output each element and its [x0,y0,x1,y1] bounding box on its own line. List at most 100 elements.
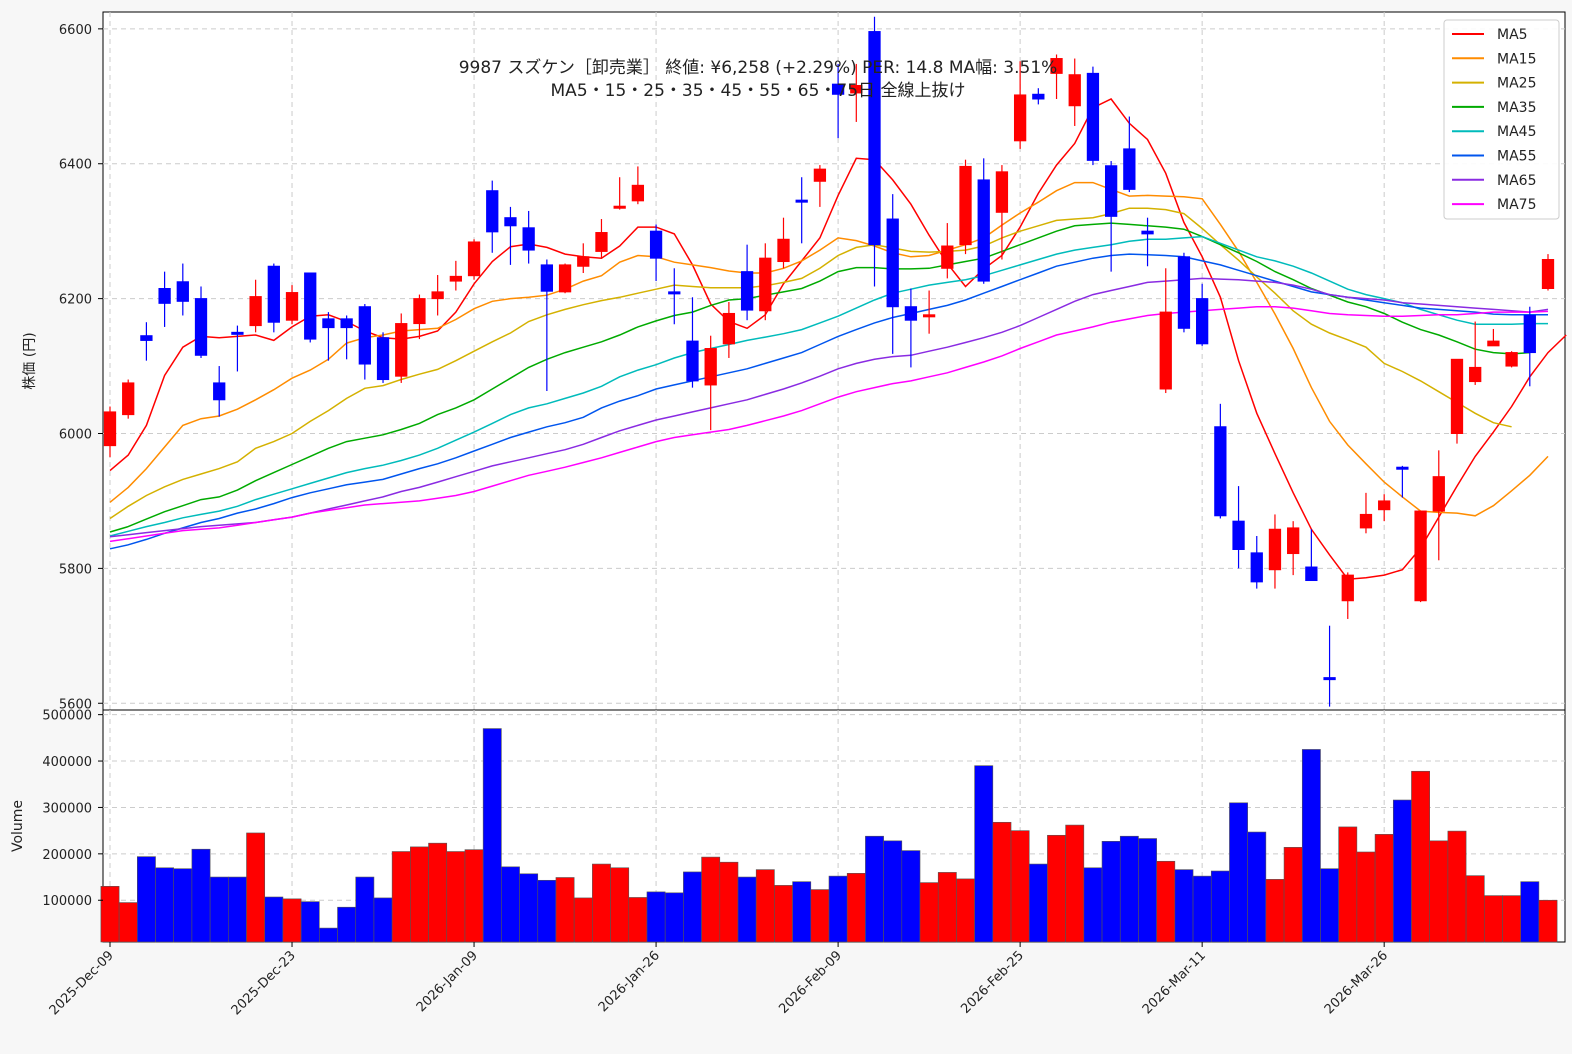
volume-bar [828,875,848,943]
candle-body [395,323,408,377]
ma-line-ma75 [109,305,1549,543]
price-tick-label: 6200 [59,293,92,308]
candle-body [686,340,699,382]
volume-bar [1429,840,1449,943]
candle-body [1104,165,1118,217]
candle-body [1068,74,1081,107]
candle-body [613,205,626,209]
price-tick-label: 6600 [59,23,92,38]
volume-bar [646,891,666,943]
candle-body [176,281,189,302]
ma-line-ma25 [109,207,1512,520]
candle-body [1287,527,1300,555]
legend-label: MA35 [1497,100,1536,116]
volume-bar [1101,841,1121,943]
candle-body [1523,314,1536,354]
volume-bar [901,850,921,943]
volume-bar [446,851,466,943]
volume-bar [774,885,793,943]
candle-body [850,85,863,94]
candle-body [1268,528,1282,571]
price-tick-label: 6000 [59,427,92,442]
candle-body [322,318,335,329]
volume-bar [228,876,247,943]
volume-bar [282,898,302,943]
candle-body [1469,366,1482,383]
volume-bar [1538,899,1558,943]
candle-body [595,232,608,252]
candle-body [1250,552,1263,583]
volume-bar [937,872,957,943]
volume-bar [701,856,721,943]
legend-label: MA65 [1497,173,1536,189]
volume-bar [1320,868,1339,943]
volume-bar [1174,869,1194,943]
volume-bar [264,896,284,943]
volume-bar [992,821,1012,943]
candle-body [795,199,808,203]
candle-body [1013,94,1027,142]
candle-body [304,272,317,340]
volume-bar [1229,802,1248,943]
candle-body [231,331,244,335]
candle-body [1396,466,1409,470]
price-panel: 5600 5800 6000 6200 6400 6600 株価 (円) 9987 スズケ… [22,11,1567,712]
volume-bar [246,832,266,943]
candle-body [831,83,845,95]
price-tick-label: 6400 [59,158,92,173]
candle-body [522,227,535,251]
price-tick-label: 5600 [59,697,92,712]
price-tick-label: 5800 [59,562,92,577]
legend-label: MA45 [1497,124,1536,140]
volume-bar [1265,879,1285,943]
candle-body [1323,677,1336,681]
volume-bar [1483,895,1503,943]
volume-bar [664,892,684,943]
legend: MA5 MA15 MA25 MA35 MA45 MA55 MA65 MA75 [1443,19,1560,220]
candle-body [868,31,881,246]
candle-body [1341,574,1354,602]
volume-bar [173,868,193,943]
volume-bar [1247,831,1267,943]
legend-label: MA25 [1497,76,1536,92]
volume-tick-label: 100000 [42,894,92,909]
volume-bar [300,901,320,943]
volume-bar [391,851,411,943]
candle-body [103,411,117,447]
candle-body [158,288,171,304]
candle-body [449,275,462,282]
candle-body [376,337,390,381]
legend-label: MA55 [1497,149,1536,165]
volume-tick-label: 400000 [42,755,92,770]
volume-bar [1083,867,1103,943]
candle-body [1141,230,1154,235]
ma-line-ma35 [109,222,1530,533]
volume-bar [719,861,739,943]
volume-bar [1520,881,1540,943]
volume-bar [610,867,630,943]
candle-body [1159,311,1172,390]
candle-body [813,168,827,182]
volume-bar [319,927,338,943]
candle-body [1432,476,1445,512]
candle-body [140,335,153,341]
candle-body [1032,93,1045,100]
candle-body [249,296,262,327]
volume-bar [792,881,812,943]
volume-bar [137,856,156,943]
volume-bar [755,869,775,943]
candle-body [413,298,426,325]
volume-bar [373,897,393,943]
candle-body [577,256,590,267]
volume-bar [956,878,975,943]
candle-body [194,298,208,356]
price-y-axis: 5600 5800 6000 6200 6400 6600 [59,23,103,712]
candle-body [1505,352,1518,367]
candle-body [922,314,936,318]
candle-body [959,165,972,246]
volume-bar [683,871,702,943]
volume-bar [1411,770,1430,943]
candle-body [285,292,299,321]
candle-body [1359,513,1373,529]
